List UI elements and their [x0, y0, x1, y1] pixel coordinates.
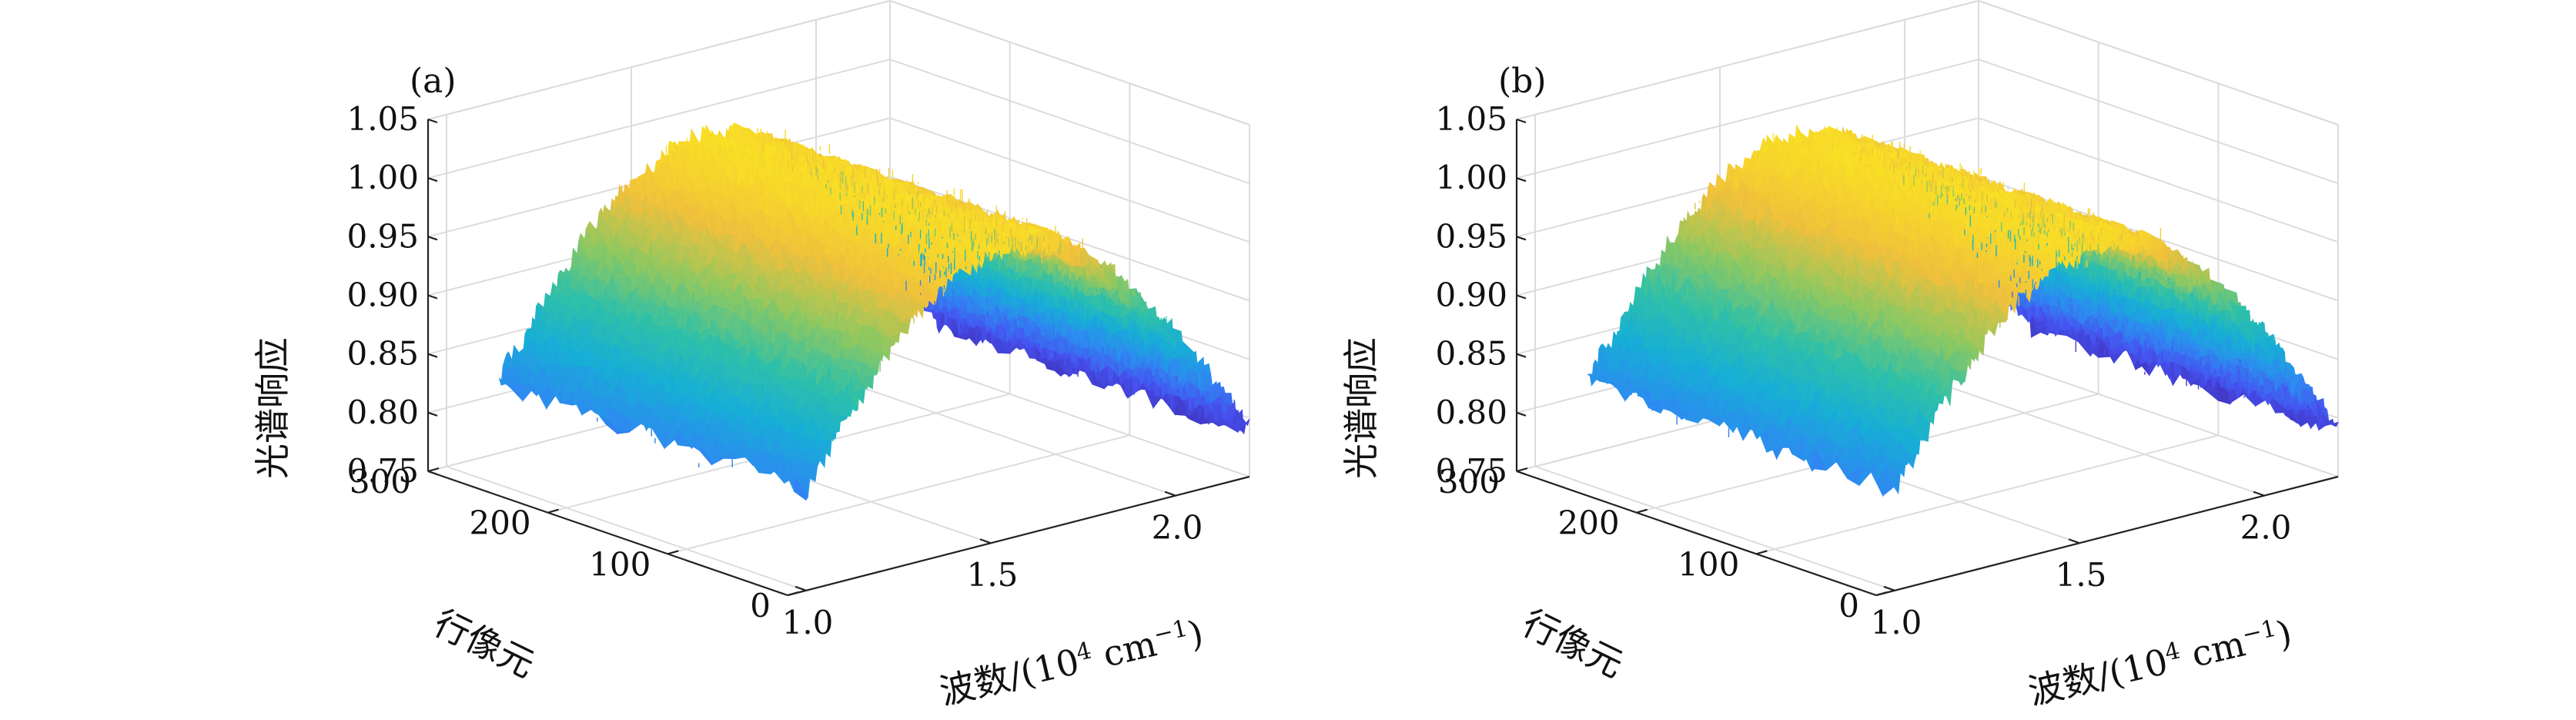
- y-axis-title: 行像元: [1516, 601, 1630, 685]
- z-tick-label: 0.90: [346, 276, 419, 314]
- z-tick: [427, 177, 438, 183]
- x-tick: [2068, 538, 2080, 544]
- y-tick: [1875, 591, 1888, 597]
- y-tick-label: 200: [1557, 504, 1619, 542]
- z-tick-label: 0.85: [1435, 335, 1507, 373]
- z-tick: [427, 236, 438, 241]
- z-tick-label: 1.05: [346, 100, 419, 138]
- z-tick-label: 0.80: [346, 393, 419, 431]
- panel-label: (b): [1498, 62, 1547, 101]
- z-tick: [1516, 470, 1527, 476]
- x-tick: [795, 585, 807, 591]
- panel-b: 0.75 0.80 0.85 0.90 0.95 1.00 1.05 0 100 200 300 1.…: [1340, 0, 2339, 713]
- y-tick-label: 200: [469, 504, 530, 542]
- z-tick: [427, 470, 438, 476]
- y-tick-label: 300: [350, 463, 411, 501]
- x-axis-title: 波数/(104 cm−1): [935, 612, 1206, 713]
- axes: 0.75 0.80 0.85 0.90 0.95 1.00 1.05 0 100 200 300 1.…: [346, 100, 1250, 641]
- y-tick: [667, 550, 679, 555]
- x-tick: [1164, 491, 1176, 497]
- panel-label: (a): [410, 62, 457, 101]
- panel-a: 0.75 0.80 0.85 0.90 0.95 1.00 1.05 0 100 200 300 1.…: [252, 0, 1250, 713]
- y-tick-label: 100: [1678, 545, 1739, 583]
- z-tick: [1516, 294, 1527, 300]
- y-tick: [787, 591, 799, 597]
- x-tick-label: 1.5: [2056, 556, 2107, 594]
- y-tick-label: 0: [1838, 587, 1859, 625]
- z-axis-title: 光谱响应: [1340, 337, 1382, 479]
- y-tick-label: 300: [1438, 463, 1500, 501]
- x-axis: [787, 475, 1250, 597]
- x-axis: [1875, 475, 2339, 597]
- y-tick: [1756, 550, 1768, 555]
- z-tick: [427, 294, 438, 300]
- z-tick: [427, 118, 438, 124]
- z-tick: [427, 411, 438, 417]
- z-tick-label: 0.75: [346, 452, 419, 490]
- surface-noise: [1596, 127, 2300, 474]
- y-tick-label: 100: [589, 545, 651, 583]
- x-tick: [2253, 491, 2265, 497]
- surface-noise: [507, 128, 1235, 476]
- y-axis: [1516, 470, 1877, 597]
- z-tick-label: 0.95: [346, 217, 419, 255]
- z-tick-label: 0.85: [346, 335, 419, 373]
- z-tick: [1516, 118, 1527, 124]
- y-tick: [547, 508, 559, 514]
- z-tick: [427, 353, 438, 358]
- axes: 0.75 0.80 0.85 0.90 0.95 1.00 1.05 0 100 200 300 1.…: [1435, 100, 2339, 641]
- y-axis-title: 行像元: [427, 601, 541, 685]
- z-axis-title: 光谱响应: [252, 337, 293, 479]
- x-tick-label: 1.0: [782, 604, 834, 641]
- x-tick-label: 1.0: [1871, 604, 1922, 641]
- y-tick: [1516, 467, 1528, 473]
- x-tick-label: 2.0: [2240, 509, 2292, 547]
- z-tick-label: 1.00: [346, 159, 419, 196]
- x-tick-label: 1.5: [967, 556, 1019, 594]
- z-tick-label: 0.90: [1435, 276, 1507, 314]
- surface: [498, 122, 1250, 501]
- z-tick: [1516, 236, 1527, 241]
- y-tick: [1636, 508, 1648, 514]
- z-tick-label: 0.75: [1435, 452, 1507, 490]
- x-tick-label: 2.0: [1152, 509, 1203, 547]
- z-tick: [1516, 353, 1527, 358]
- y-tick: [427, 467, 440, 473]
- x-tick: [1883, 585, 1895, 591]
- y-tick-label: 0: [750, 587, 771, 625]
- z-tick-label: 1.00: [1435, 159, 1507, 196]
- z-tick-label: 0.95: [1435, 217, 1507, 255]
- z-tick-label: 1.05: [1435, 100, 1507, 138]
- z-tick-label: 0.80: [1435, 393, 1507, 431]
- x-tick: [979, 538, 992, 544]
- z-tick: [1516, 411, 1527, 417]
- x-axis-title: 波数/(104 cm−1): [2024, 612, 2295, 713]
- y-axis: [427, 470, 788, 597]
- z-tick: [1516, 177, 1527, 183]
